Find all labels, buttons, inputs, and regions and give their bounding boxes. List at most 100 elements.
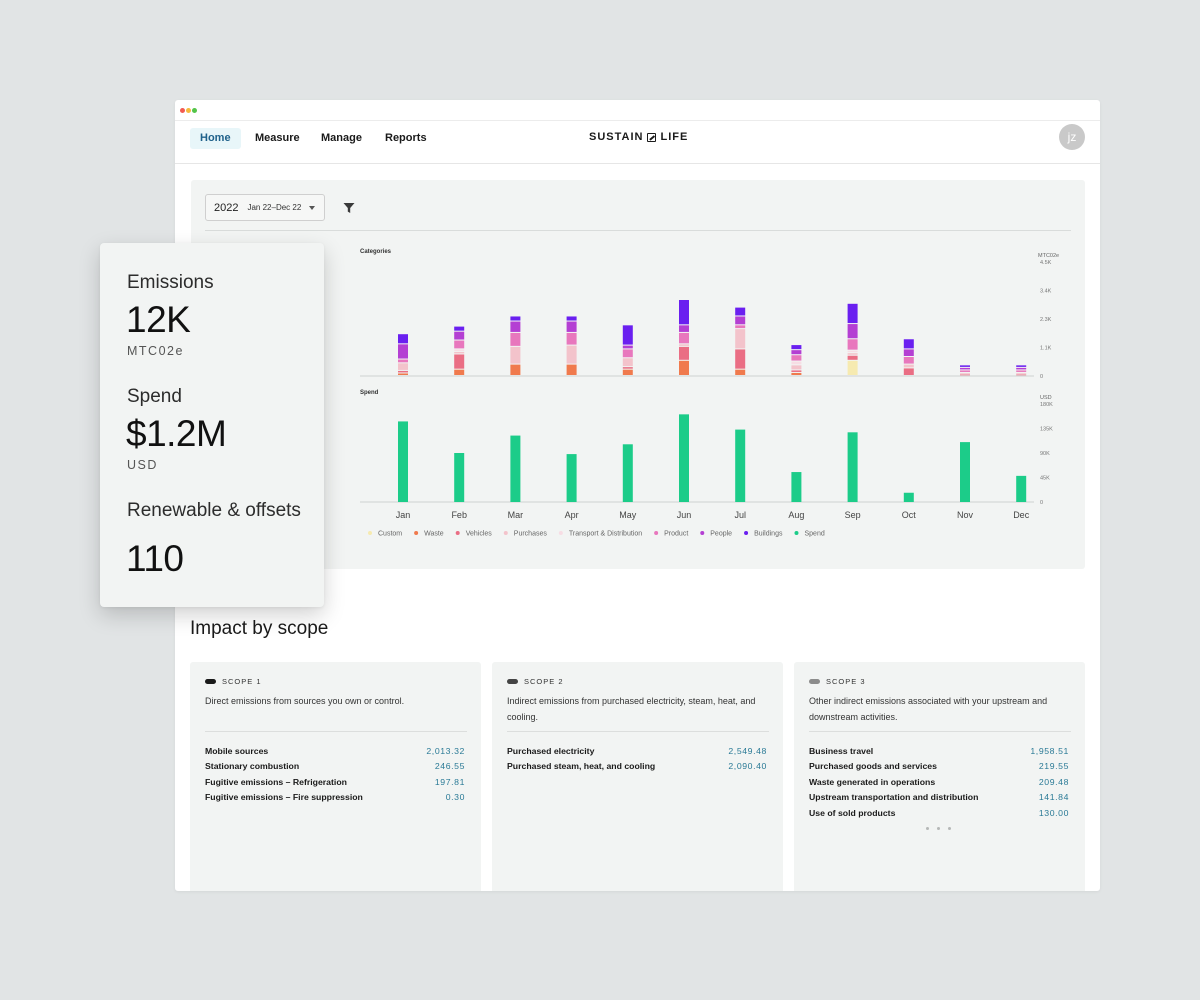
emissions-bar-segment xyxy=(510,332,521,346)
scope-card-1: SCOPE 1 Direct emissions from sources yo… xyxy=(190,662,481,891)
scope-row: Use of sold products 130.00 xyxy=(809,805,1069,821)
date-range-select[interactable]: 2022 Jan 22–Dec 22 xyxy=(205,194,325,221)
emissions-chart-title: Categories xyxy=(360,249,392,255)
emissions-bar-segment xyxy=(735,307,746,316)
nav-reports[interactable]: Reports xyxy=(385,132,427,144)
scope-rows: Business travel 1,958.51 Purchased goods … xyxy=(809,743,1069,821)
scope-label: SCOPE 2 xyxy=(524,677,564,686)
window-titlebar xyxy=(175,100,1100,121)
emissions-bar-segment xyxy=(622,349,633,358)
emissions-bar-segment xyxy=(960,367,970,370)
nav-home[interactable]: Home xyxy=(190,128,241,149)
legend-swatch xyxy=(794,531,799,535)
emissions-bar-segment xyxy=(679,346,689,360)
emissions-bar-segment xyxy=(847,324,858,339)
emissions-bar-segment xyxy=(847,353,858,355)
emissions-bar-segment xyxy=(679,300,689,325)
scope-divider xyxy=(205,731,467,732)
emissions-bar-segment xyxy=(566,316,577,321)
nav-manage[interactable]: Manage xyxy=(321,132,362,144)
date-range: Jan 22–Dec 22 xyxy=(247,203,302,212)
scope-label: SCOPE 1 xyxy=(222,677,262,686)
emissions-bar-segment xyxy=(679,344,689,346)
pager-dot[interactable] xyxy=(937,827,940,830)
emissions-chart-panel: 2022 Jan 22–Dec 22 Categories MTC02e 4.5K 3… xyxy=(191,180,1085,569)
emissions-bar-segment xyxy=(847,350,858,353)
emissions-tick-label: 4.5K xyxy=(1040,260,1052,266)
emissions-bar-segment xyxy=(510,346,521,364)
scope-row-name: Fugitive emissions – Fire suppression xyxy=(205,792,363,803)
emissions-bar-segment xyxy=(622,325,633,345)
legend-swatch xyxy=(558,531,563,535)
scope-row-value: 2,549.48 xyxy=(728,745,767,756)
emissions-bar-segment xyxy=(791,370,802,372)
emissions-bar-segment xyxy=(791,365,802,370)
emissions-bar-segment xyxy=(510,321,521,332)
scope-row-value: 141.84 xyxy=(1038,792,1069,803)
spend-tick-label: 180K xyxy=(1040,402,1053,408)
scope-rows: Mobile sources 2,013.32 Stationary combus… xyxy=(205,743,465,805)
scope-header: SCOPE 1 xyxy=(205,677,262,686)
maximize-window-dot[interactable] xyxy=(192,108,197,113)
spend-unit: USD xyxy=(127,458,158,472)
chevron-down-icon xyxy=(309,206,315,210)
scope-divider xyxy=(507,731,769,732)
scope-pill-icon xyxy=(809,679,820,684)
scope-row-value: 209.48 xyxy=(1038,776,1069,787)
month-tick-label: Feb xyxy=(451,510,467,520)
month-tick-label: Aug xyxy=(788,510,804,520)
scope-row-name: Purchased steam, heat, and cooling xyxy=(507,761,656,772)
spend-chart-title: Spend xyxy=(360,390,379,396)
scope-row: Stationary combustion 246.55 xyxy=(205,759,465,775)
scope-pill-icon xyxy=(205,679,216,684)
scope-row: Mobile sources 2,013.32 xyxy=(205,743,465,759)
emissions-bar-segment xyxy=(1016,370,1027,372)
month-tick-label: Nov xyxy=(957,510,974,520)
spend-bar xyxy=(1016,475,1027,502)
emissions-bar-segment xyxy=(679,360,689,375)
pager-dot[interactable] xyxy=(948,827,951,830)
date-year: 2022 xyxy=(214,201,239,214)
scope-row-value: 0.30 xyxy=(445,792,465,803)
emissions-bar-segment xyxy=(903,364,914,368)
spend-tick-label: 45K xyxy=(1040,476,1050,482)
minimize-window-dot[interactable] xyxy=(186,108,191,113)
scope-row-value: 1,958.51 xyxy=(1030,745,1069,756)
emissions-unit: MTC02e xyxy=(127,344,184,358)
spend-bar xyxy=(566,454,577,502)
impact-title: Impact by scope xyxy=(190,618,329,639)
emissions-bar-segment xyxy=(398,344,408,359)
emissions-bar-segment xyxy=(1016,367,1027,370)
legend-label: Product xyxy=(664,531,688,538)
emissions-bar-segment xyxy=(454,340,465,349)
emissions-bar-segment xyxy=(735,369,746,375)
emissions-bar-segment xyxy=(622,358,633,367)
legend-swatch xyxy=(654,531,659,535)
month-tick-label: Oct xyxy=(902,510,917,520)
scope-row-value: 130.00 xyxy=(1038,807,1069,818)
legend-swatch xyxy=(455,531,460,535)
emissions-bar-segment xyxy=(566,364,577,375)
legend-swatch xyxy=(368,531,372,535)
spend-axis-label: USD xyxy=(1040,395,1052,401)
spend-bar xyxy=(903,492,914,502)
scope-description: Other indirect emissions associated with… xyxy=(809,696,1048,722)
emissions-bar-segment xyxy=(847,355,858,360)
scope-row-name: Use of sold products xyxy=(809,807,896,818)
close-window-dot[interactable] xyxy=(180,108,185,113)
filter-icon[interactable] xyxy=(343,202,355,214)
legend-label: Vehicles xyxy=(466,531,493,538)
user-avatar[interactable]: jz xyxy=(1059,124,1085,150)
renewable-label: Renewable & offsets xyxy=(127,500,301,521)
legend-swatch xyxy=(744,531,749,535)
nav-measure[interactable]: Measure xyxy=(255,132,300,144)
emissions-bar-segment xyxy=(398,359,408,363)
emissions-bar-segment xyxy=(791,372,802,375)
emissions-bar-segment xyxy=(903,357,914,364)
scope-description: Direct emissions from sources you own or… xyxy=(205,696,405,706)
emissions-bar-segment xyxy=(791,355,802,361)
pager-dot[interactable] xyxy=(926,827,929,830)
spend-bar xyxy=(847,432,858,502)
spend-bar xyxy=(735,429,746,502)
